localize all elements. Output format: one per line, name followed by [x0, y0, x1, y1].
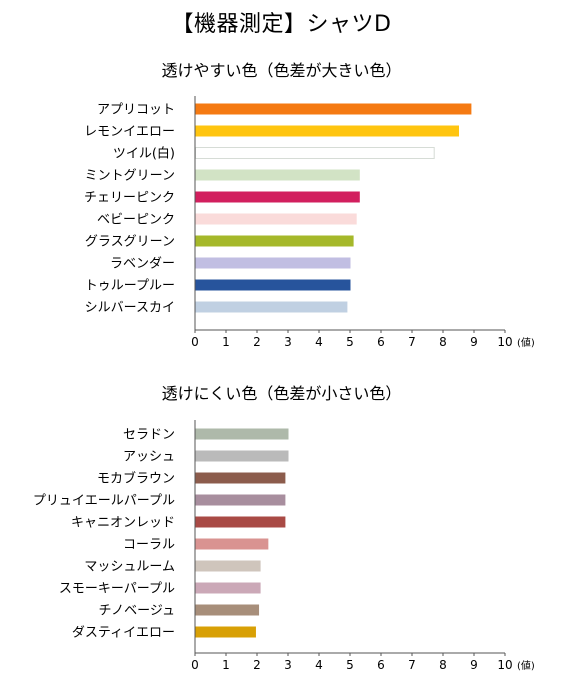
chart-title: 透けにくい色（色差が小さい色） — [162, 384, 402, 403]
x-tick-label: 4 — [315, 335, 323, 349]
unit-label: (値) — [517, 336, 535, 349]
bar — [195, 582, 261, 594]
category-label: ラベンダー — [110, 257, 175, 272]
x-tick-label: 3 — [284, 658, 292, 672]
category-label: コーラル — [123, 538, 175, 553]
x-tick-label: 1 — [222, 335, 230, 349]
category-label: プリュイエールパープル — [33, 494, 175, 509]
category-label: アプリコット — [97, 103, 175, 118]
bar — [195, 301, 348, 313]
x-tick-label: 6 — [377, 335, 385, 349]
bar — [195, 213, 357, 225]
x-tick-label: 10 — [497, 658, 512, 672]
x-tick-label: 10 — [497, 335, 512, 349]
unit-label: (値) — [517, 659, 535, 672]
bar — [195, 472, 286, 484]
bar — [195, 279, 351, 291]
category-label: チノベージュ — [99, 604, 175, 619]
x-tick-label: 5 — [346, 658, 354, 672]
category-label: レモンイエロー — [84, 125, 175, 140]
category-label: ミントグリーン — [85, 169, 175, 184]
bar — [195, 428, 289, 440]
x-tick-label: 8 — [439, 658, 447, 672]
category-label: シルバースカイ — [85, 301, 175, 316]
x-tick-label: 7 — [408, 335, 416, 349]
bar — [195, 626, 256, 638]
x-tick-label: 0 — [191, 335, 199, 349]
page-title: 【機器測定】シャツD — [171, 12, 392, 37]
bar — [195, 125, 459, 137]
x-tick-label: 7 — [408, 658, 416, 672]
bar — [195, 257, 351, 269]
category-label: マッシュルーム — [84, 560, 175, 575]
bar — [195, 147, 435, 159]
category-label: アッシュ — [123, 450, 175, 465]
x-tick-label: 8 — [439, 335, 447, 349]
bar — [195, 103, 472, 115]
x-tick-label: 2 — [253, 335, 261, 349]
bar — [195, 538, 269, 550]
bar — [195, 235, 354, 247]
category-label: トゥループルー — [85, 279, 175, 294]
x-tick-label: 1 — [222, 658, 230, 672]
x-tick-label: 9 — [470, 335, 478, 349]
bar — [195, 604, 260, 616]
category-label: チェリーピンク — [84, 191, 175, 206]
x-tick-label: 9 — [470, 658, 478, 672]
x-tick-label: 6 — [377, 658, 385, 672]
x-tick-label: 2 — [253, 658, 261, 672]
x-tick-label: 3 — [284, 335, 292, 349]
category-label: モカブラウン — [97, 471, 175, 487]
bar — [195, 191, 360, 203]
bar — [195, 169, 360, 181]
category-label: スモーキーパープル — [59, 582, 175, 597]
category-label: ツイル(白) — [113, 146, 175, 162]
x-tick-label: 5 — [346, 335, 354, 349]
bar — [195, 516, 286, 528]
category-label: グラスグリーン — [85, 235, 175, 250]
category-label: セラドン — [123, 428, 175, 443]
category-label: ベビーピンク — [97, 213, 175, 228]
chart-title: 透けやすい色（色差が大きい色） — [161, 61, 401, 80]
x-tick-label: 4 — [315, 658, 323, 672]
bar — [195, 494, 286, 506]
category-label: ダスティイエロー — [72, 626, 175, 641]
bar — [195, 450, 289, 462]
bar — [195, 560, 261, 572]
x-tick-label: 0 — [191, 658, 199, 672]
category-label: キャニオンレッド — [71, 516, 175, 531]
